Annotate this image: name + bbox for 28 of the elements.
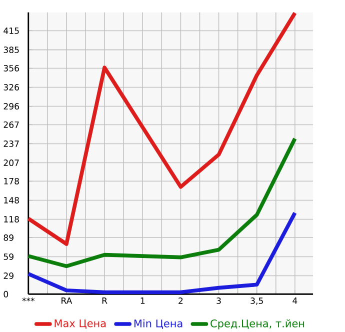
y-tick-label: 356 bbox=[4, 64, 19, 72]
legend-label: Min Цена bbox=[134, 319, 182, 329]
line-series bbox=[26, 136, 297, 268]
x-tick-label: 4 bbox=[292, 297, 298, 304]
y-tick-label: 29 bbox=[4, 272, 14, 279]
legend-label: Max Цена bbox=[54, 319, 106, 328]
y-tick-label: 59 bbox=[4, 253, 14, 260]
x-tick-label: 2 bbox=[178, 297, 183, 304]
x-tick-label: R bbox=[102, 297, 108, 304]
y-tick-label: 415 bbox=[4, 27, 19, 34]
x-tick-label: 1 bbox=[140, 297, 145, 304]
y-tick-label: 237 bbox=[4, 140, 19, 147]
y-tick-label: 267 bbox=[4, 121, 19, 128]
y-tick-label: 118 bbox=[4, 216, 19, 222]
line-series bbox=[26, 10, 297, 246]
x-tick-label: 3,5 bbox=[250, 297, 263, 305]
legend-label: Сред.Цена, т.йен bbox=[210, 319, 304, 330]
x-tick-label: *** bbox=[22, 297, 35, 302]
y-tick-label: 296 bbox=[4, 102, 19, 110]
y-tick-label: 0 bbox=[4, 290, 8, 298]
y-tick-label: 326 bbox=[4, 84, 19, 90]
y-tick-label: 148 bbox=[4, 196, 19, 204]
x-tick-label: RA bbox=[62, 297, 72, 304]
y-tick-label: 89 bbox=[4, 234, 14, 241]
y-tick-label: 178 bbox=[4, 178, 19, 184]
x-tick-label: 3 bbox=[216, 297, 221, 304]
y-tick-label: 207 bbox=[4, 159, 19, 166]
y-tick-label: 385 bbox=[4, 46, 19, 53]
